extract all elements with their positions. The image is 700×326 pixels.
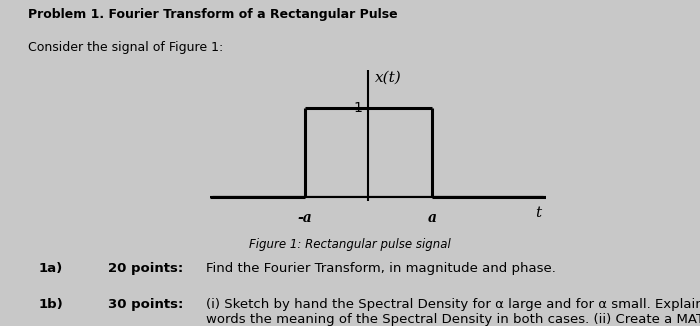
Text: (i) Sketch by hand the Spectral Density for α large and for α small. Explain in
: (i) Sketch by hand the Spectral Density … bbox=[206, 298, 700, 326]
Text: 30 points:: 30 points: bbox=[108, 298, 184, 311]
Text: -a: -a bbox=[298, 211, 312, 225]
Text: 1b): 1b) bbox=[38, 298, 63, 311]
Text: Find the Fourier Transform, in magnitude and phase.: Find the Fourier Transform, in magnitude… bbox=[206, 262, 556, 275]
Text: 20 points:: 20 points: bbox=[108, 262, 183, 275]
Text: a: a bbox=[428, 211, 436, 225]
Text: 1: 1 bbox=[354, 101, 362, 115]
Text: 1a): 1a) bbox=[38, 262, 63, 275]
Text: Problem 1. Fourier Transform of a Rectangular Pulse: Problem 1. Fourier Transform of a Rectan… bbox=[28, 8, 398, 21]
Text: Consider the signal of Figure 1:: Consider the signal of Figure 1: bbox=[28, 41, 223, 54]
Text: t: t bbox=[536, 206, 542, 220]
Text: Figure 1: Rectangular pulse signal: Figure 1: Rectangular pulse signal bbox=[249, 238, 451, 251]
Text: x(t): x(t) bbox=[374, 71, 402, 85]
